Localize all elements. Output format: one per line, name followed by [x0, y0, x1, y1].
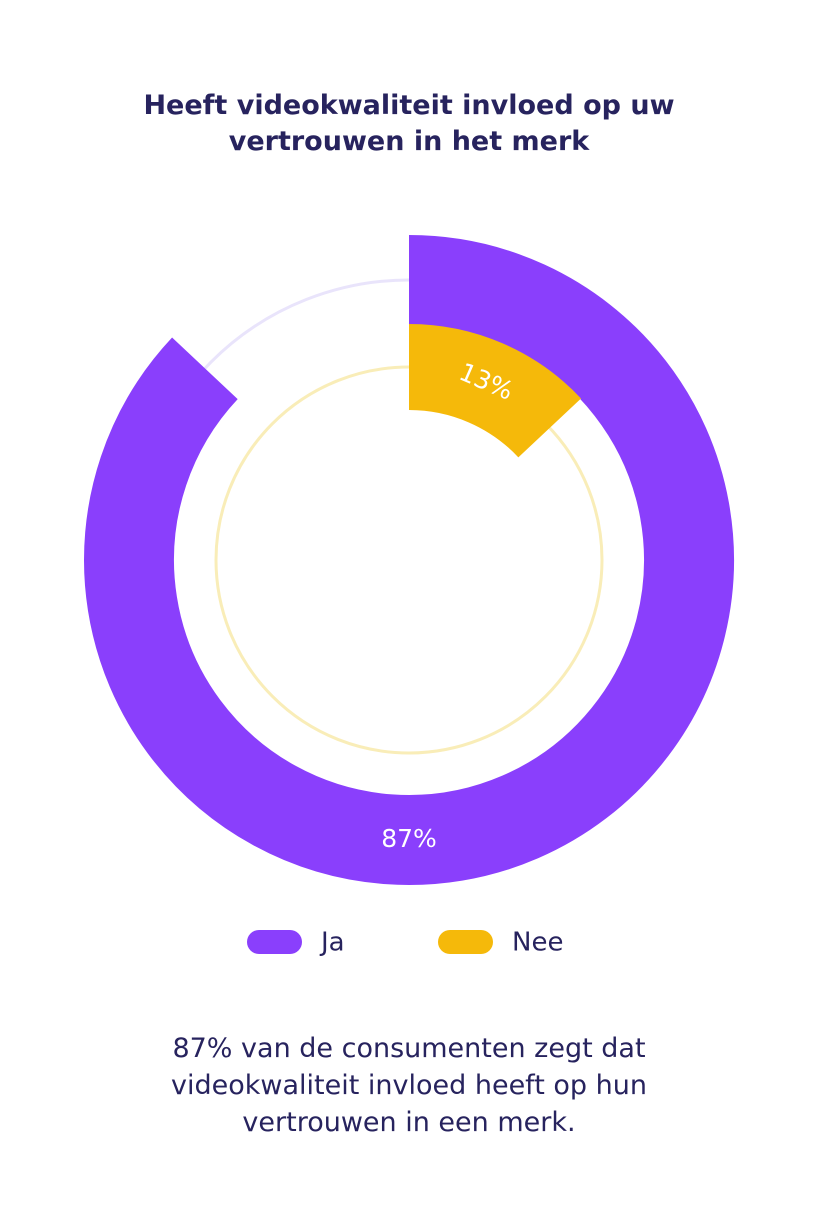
chart: 87%13%Ja Nee	[84, 235, 734, 958]
chart-title: Heeft videokwaliteit invloed op uw vertr…	[143, 90, 675, 157]
legend-label: Nee	[512, 928, 563, 958]
ring-arc	[407, 324, 582, 459]
legend-swatch	[438, 930, 493, 954]
legend-swatch	[247, 930, 302, 954]
caption: 87% van de consumenten zegt dat videokwa…	[171, 1033, 647, 1138]
legend-label: Ja	[319, 928, 345, 958]
ring-arc	[84, 235, 734, 885]
value-label: 87%	[381, 824, 437, 853]
